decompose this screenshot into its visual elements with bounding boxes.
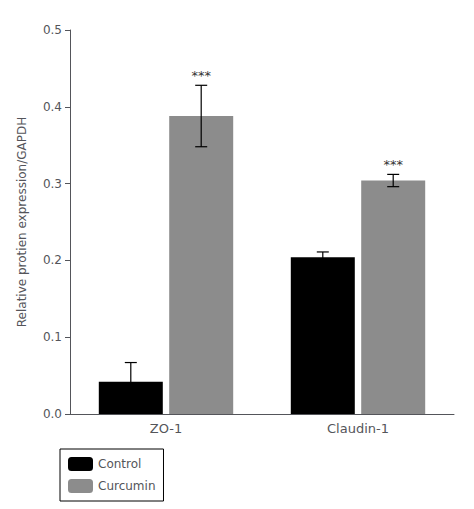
- svg-text:***: ***: [383, 157, 403, 172]
- svg-text:***: ***: [191, 68, 211, 83]
- svg-text:0.0: 0.0: [43, 407, 62, 421]
- svg-text:ZO-1: ZO-1: [150, 421, 182, 436]
- svg-text:0.5: 0.5: [43, 23, 62, 37]
- svg-text:0.4: 0.4: [43, 100, 62, 114]
- svg-text:Control: Control: [98, 457, 141, 471]
- svg-text:Claudin-1: Claudin-1: [327, 421, 389, 436]
- svg-text:Curcumin: Curcumin: [98, 479, 156, 493]
- svg-text:0.1: 0.1: [43, 330, 62, 344]
- svg-text:Relative protien expression/GA: Relative protien expression/GAPDH: [15, 117, 29, 327]
- svg-text:0.2: 0.2: [43, 253, 62, 267]
- svg-text:0.3: 0.3: [43, 177, 62, 191]
